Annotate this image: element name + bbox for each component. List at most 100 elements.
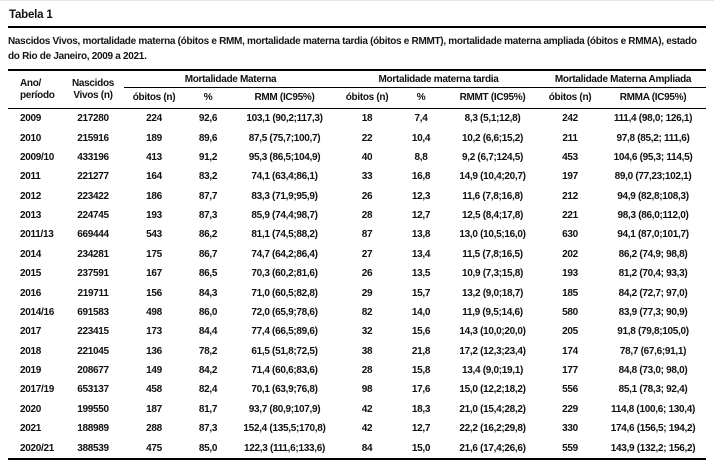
- table-cell: 28: [361, 365, 373, 377]
- table-cell: 21,8: [411, 345, 431, 357]
- table-cell: 2012: [20, 190, 42, 202]
- table-cell: 81,1 (74,5;88,2): [251, 229, 318, 241]
- table-cell: 175: [146, 248, 162, 260]
- table-cell: 103,1 (90,2;117,3): [246, 113, 323, 125]
- table-cell: 143,9 (132,2; 156,2): [610, 442, 696, 454]
- table-cell: 17,6: [411, 384, 431, 396]
- table-cell: 691583: [77, 306, 109, 318]
- table-cell: 10,2 (6,6;15,2): [461, 132, 524, 144]
- group-header-row: Ano/ período Nascidos Vivos (n) Mortalid…: [8, 70, 707, 109]
- table-cell: 14,0: [411, 306, 431, 318]
- table-cell: 2020: [20, 403, 42, 415]
- table-header: Ano/ período Nascidos Vivos (n) Mortalid…: [8, 70, 707, 109]
- table-cell: 242: [562, 113, 578, 125]
- table-cell: 11,5 (7,8;16,5): [462, 248, 523, 260]
- table-cell: 2019: [20, 365, 42, 377]
- column-header-pct-mmt: %: [397, 87, 445, 109]
- table-cell: 9,2 (6,7;124,5): [461, 151, 524, 163]
- table-cell: 15,0: [411, 442, 431, 454]
- table-row: 2009/10 433196 413 91,2 95,3 (86,5;104,9) 40 8…: [8, 148, 706, 167]
- table-cell: 32: [361, 326, 373, 338]
- table-cell: 114,8 (100,6; 130,4): [610, 403, 696, 415]
- table-cell: 27: [361, 248, 373, 260]
- table-cell: 85,1 (78,3; 92,4): [618, 384, 688, 396]
- column-header-period: Ano/ período: [8, 70, 62, 109]
- table-cell: 18,3: [411, 403, 431, 415]
- table-cell: 8,8: [414, 151, 428, 163]
- table-cell: 87,3: [198, 210, 218, 222]
- table-cell: 2015: [20, 268, 42, 280]
- table-cell: 14,9 (10,4;20,7): [459, 171, 526, 183]
- table-cell: 13,2 (9,0;18,7): [461, 287, 524, 299]
- table-cell: 87,5 (75,7;100,7): [248, 132, 321, 144]
- table-row: 2016 219711 156 84,3 71,0 (60,5;82,8) 29 15,7 1…: [8, 283, 706, 302]
- table-cell: 630: [562, 229, 578, 241]
- table-row: 2020/21 388539 475 85,0 122,3 (111,6;133,6) 8…: [8, 438, 706, 458]
- table-cell: 33: [361, 171, 373, 183]
- table-cell: 18: [361, 113, 373, 125]
- table-cell: 86,2: [198, 229, 218, 241]
- table-cell: 187: [146, 403, 162, 415]
- table-cell: 111,4 (98,0; 126,1): [613, 113, 693, 125]
- table-cell: 174: [562, 345, 578, 357]
- table-row: 2020 199550 187 81,7 93,7 (80,9;107,9) 42 18,3…: [8, 400, 706, 419]
- table-cell: 330: [562, 423, 578, 435]
- table-cell: 224745: [77, 210, 109, 222]
- table-cell: 136: [146, 345, 162, 357]
- table-cell: 85,9 (74,4;98,7): [251, 210, 318, 222]
- table-cell: 433196: [77, 151, 109, 163]
- table-cell: 2011/13: [20, 229, 54, 241]
- table-cell: 186: [146, 190, 162, 202]
- table-cell: 173: [146, 326, 162, 338]
- table-cell: 42: [361, 423, 373, 435]
- table-cell: 205: [562, 326, 578, 338]
- table-cell: 453: [562, 151, 578, 163]
- table-cell: 2020/21: [20, 442, 55, 454]
- table-cell: 234281: [77, 248, 109, 260]
- table-row: 2019 208677 149 84,2 71,4 (60,6;83,6) 28 15,8 1…: [8, 361, 706, 380]
- table-cell: 221: [562, 210, 578, 222]
- table-cell: 15,7: [411, 287, 431, 299]
- table-cell: 543: [146, 229, 162, 241]
- table-cell: 10,4: [411, 132, 431, 144]
- table-cell: 84,4: [198, 326, 218, 338]
- table-caption: Nascidos Vivos, mortalidade materna (óbi…: [8, 36, 697, 62]
- table-cell: 223415: [77, 326, 109, 338]
- table-cell: 13,0 (10,5;16,0): [459, 229, 526, 241]
- table-cell: 2014: [20, 248, 42, 260]
- table-cell: 89,6: [198, 132, 218, 144]
- table-cell: 174,6 (156,5; 194,2): [610, 423, 696, 435]
- table-cell: 84,8 (73,0; 98,0): [618, 365, 688, 377]
- column-header-rmma: RMMA (IC95%): [600, 87, 707, 109]
- table-cell: 74,7 (64,2;86,4): [251, 248, 318, 260]
- sub-header-row: óbitos (n) % RMM (IC95%) óbitos (n) % RM…: [8, 87, 707, 109]
- table-cell: 82,4: [198, 384, 218, 396]
- table-cell: 104,6 (95,3; 114,5): [613, 151, 693, 163]
- column-header-deaths-mm: óbitos (n): [124, 87, 184, 109]
- table-cell: 84,2 (72,7; 97,0): [618, 287, 688, 299]
- table-cell: 26: [361, 268, 373, 280]
- table-cell: 84: [361, 442, 373, 454]
- table-cell: 38: [361, 345, 373, 357]
- table-cell: 84,2: [198, 365, 218, 377]
- table-cell: 22,2 (16,2;29,8): [459, 423, 526, 435]
- table-cell: 86,7: [198, 248, 218, 260]
- table-cell: 2010: [20, 132, 42, 144]
- table-cell: 87: [361, 229, 373, 241]
- table-cell: 22: [361, 132, 373, 144]
- table-cell: 475: [146, 442, 162, 454]
- table-cell: 211: [562, 132, 578, 144]
- table-cell: 94,9 (82,8;108,3): [617, 190, 689, 202]
- table-cell: 83,3 (71,9;95,9): [251, 190, 318, 202]
- table-cell: 458: [146, 384, 162, 396]
- table-cell: 21,6 (17,4;26,6): [459, 442, 526, 454]
- table-cell: 2009/10: [20, 151, 55, 163]
- table-cell: 84,3: [198, 287, 218, 299]
- table-cell: 199550: [77, 403, 109, 415]
- table-cell: 61,5 (51,8;72,5): [251, 345, 318, 357]
- table-cell: 81,7: [198, 403, 218, 415]
- table-cell: 164: [146, 171, 162, 183]
- table-title: Tabela 1: [8, 7, 706, 28]
- table-cell: 217280: [77, 113, 109, 125]
- table-cell: 81,2 (70,4; 93,3): [618, 268, 688, 280]
